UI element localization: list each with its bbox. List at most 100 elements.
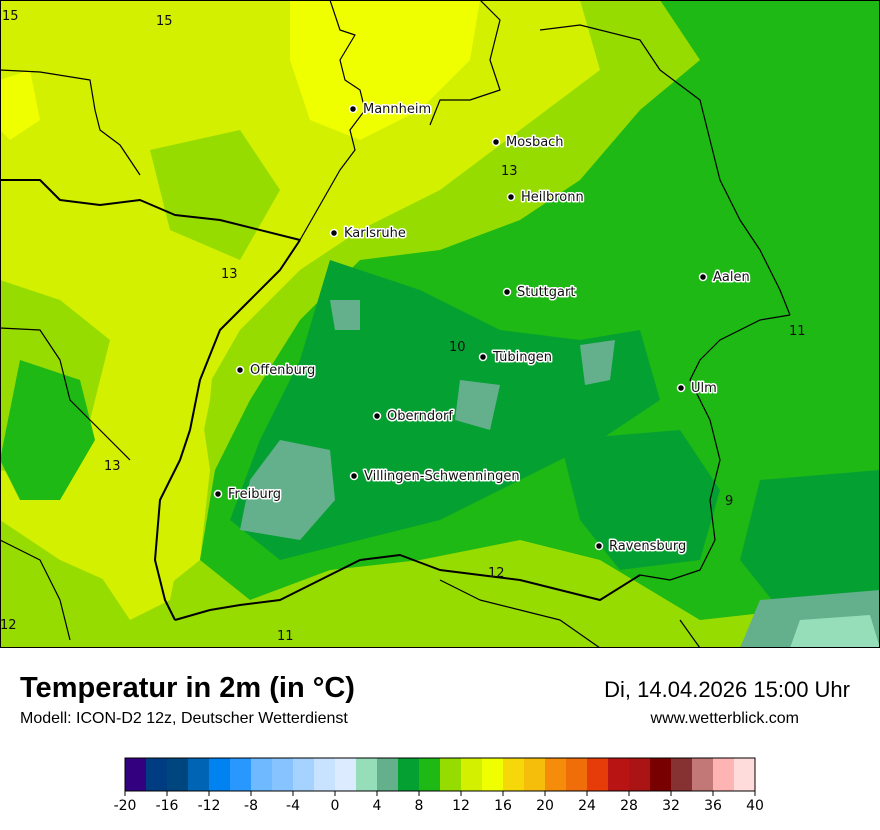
- colorbar-tick-label: 12: [452, 798, 470, 814]
- colorbar-tick-label: 36: [704, 798, 722, 814]
- colorbar-tick-label: 32: [662, 798, 680, 814]
- city-label: Ravensburg: [609, 539, 686, 554]
- colorbar-bin: [167, 758, 189, 791]
- city-marker: Freiburg: [213, 486, 283, 504]
- colorbar-tick-label: 4: [373, 798, 382, 814]
- city-marker: Oberndorf: [372, 408, 455, 426]
- city-marker: Mosbach: [491, 134, 565, 152]
- temperature-map: Mannheim Mosbach Heilbronn Karlsruhe Aalen St…: [0, 0, 880, 648]
- colorbar-bin: [440, 758, 462, 791]
- isoline-label: 10: [449, 340, 466, 355]
- colorbar-bin: [188, 758, 210, 791]
- colorbar-bin: [335, 758, 357, 791]
- city-dot-icon: [698, 272, 708, 282]
- colorbar-bin: [545, 758, 567, 791]
- colorbar-tick-label: -16: [156, 798, 179, 814]
- colorbar-bin: [356, 758, 378, 791]
- isoline-label: 13: [104, 459, 121, 474]
- colorbar-bin: [692, 758, 714, 791]
- isoline-label: 12: [488, 566, 505, 581]
- city-label: Karlsruhe: [344, 226, 406, 241]
- city-dot-icon: [594, 541, 604, 551]
- isoline-label: 11: [277, 629, 294, 644]
- city-label: Aalen: [713, 270, 750, 285]
- colorbar-bin: [650, 758, 672, 791]
- city-marker: Aalen: [698, 269, 751, 287]
- city-dot-icon: [491, 137, 501, 147]
- colorbar-bin: [734, 758, 756, 791]
- colorbar-tick-label: 24: [578, 798, 596, 814]
- isoline-label: 11: [789, 324, 806, 339]
- city-label: Mosbach: [506, 135, 564, 150]
- website-link[interactable]: www.wetterblick.com: [650, 710, 799, 727]
- colorbar-tick-label: 40: [746, 798, 764, 814]
- colorbar-bin: [209, 758, 231, 791]
- city-label: Villingen-Schwenningen: [364, 469, 520, 484]
- city-label: Ulm: [691, 381, 717, 396]
- colorbar-bin: [713, 758, 735, 791]
- colorbar-bin: [251, 758, 273, 791]
- colorbar-bin: [608, 758, 630, 791]
- map-title: Temperatur in 2m (in °C): [20, 672, 355, 704]
- city-dot-icon: [349, 471, 359, 481]
- city-dot-icon: [478, 352, 488, 362]
- city-marker: Offenburg: [235, 362, 317, 380]
- colorbar-bin: [566, 758, 588, 791]
- colorbar-tick-label: -4: [286, 798, 300, 814]
- colorbar-bin: [482, 758, 504, 791]
- city-marker: Ulm: [676, 380, 718, 398]
- colorbar-bin: [524, 758, 546, 791]
- city-label: Tübingen: [492, 350, 552, 365]
- colorbar-tick-label: 0: [331, 798, 340, 814]
- colorbar-bin: [377, 758, 399, 791]
- city-marker: Mannheim: [348, 101, 433, 119]
- isoline-label: 15: [2, 9, 19, 24]
- colorbar-tick-label: 16: [494, 798, 512, 814]
- colorbar-bin: [461, 758, 483, 791]
- isoline-label: 9: [725, 494, 733, 509]
- colorbar-tick-label: 20: [536, 798, 554, 814]
- colorbar-bin: [503, 758, 525, 791]
- colorbar-bin: [629, 758, 651, 791]
- city-dot-icon: [213, 489, 223, 499]
- colorbar-bin: [230, 758, 252, 791]
- colorbar-bin: [146, 758, 168, 791]
- colorbar-bin: [398, 758, 420, 791]
- colorbar-tick-label: 8: [415, 798, 424, 814]
- colorbar-bin: [314, 758, 336, 791]
- city-dot-icon: [372, 411, 382, 421]
- colorbar-tick-label: 28: [620, 798, 638, 814]
- city-label: Stuttgart: [517, 285, 575, 300]
- colorbar-tick-label: -20: [114, 798, 137, 814]
- colorbar-bin: [293, 758, 315, 791]
- colorbar-bin: [671, 758, 693, 791]
- city-marker: Heilbronn: [506, 189, 585, 207]
- city-marker: Tübingen: [478, 349, 554, 367]
- city-marker: Ravensburg: [594, 538, 688, 556]
- colorbar-bin: [272, 758, 294, 791]
- colorbar-tick-label: -12: [198, 798, 221, 814]
- city-dot-icon: [676, 383, 686, 393]
- colorbar-bin: [587, 758, 609, 791]
- city-marker: Karlsruhe: [329, 225, 407, 243]
- isoline-label: 13: [501, 164, 518, 179]
- colorbar-bin: [125, 758, 147, 791]
- city-label: Freiburg: [228, 487, 281, 502]
- city-label: Offenburg: [250, 363, 315, 378]
- isoline-label: 12: [0, 618, 17, 633]
- city-dot-icon: [348, 104, 358, 114]
- city-dot-icon: [502, 287, 512, 297]
- valid-datetime: Di, 14.04.2026 15:00 Uhr: [604, 677, 850, 702]
- city-dot-icon: [329, 228, 339, 238]
- city-label: Mannheim: [363, 102, 431, 117]
- city-marker: Villingen-Schwenningen: [349, 468, 521, 486]
- isoline-label: 15: [156, 14, 173, 29]
- colorbar-tick-label: -8: [244, 798, 258, 814]
- city-dot-icon: [506, 192, 516, 202]
- isoline-label: 13: [221, 267, 238, 282]
- city-dot-icon: [235, 365, 245, 375]
- colorbar-bin: [419, 758, 441, 791]
- model-source: Modell: ICON-D2 12z, Deutscher Wetterdie…: [20, 710, 348, 727]
- temperature-colorbar: -20 -16 -12 -8 -4 0 4 8 12 16 20 24 28 32 36 40: [114, 757, 764, 814]
- city-label: Oberndorf: [387, 409, 453, 424]
